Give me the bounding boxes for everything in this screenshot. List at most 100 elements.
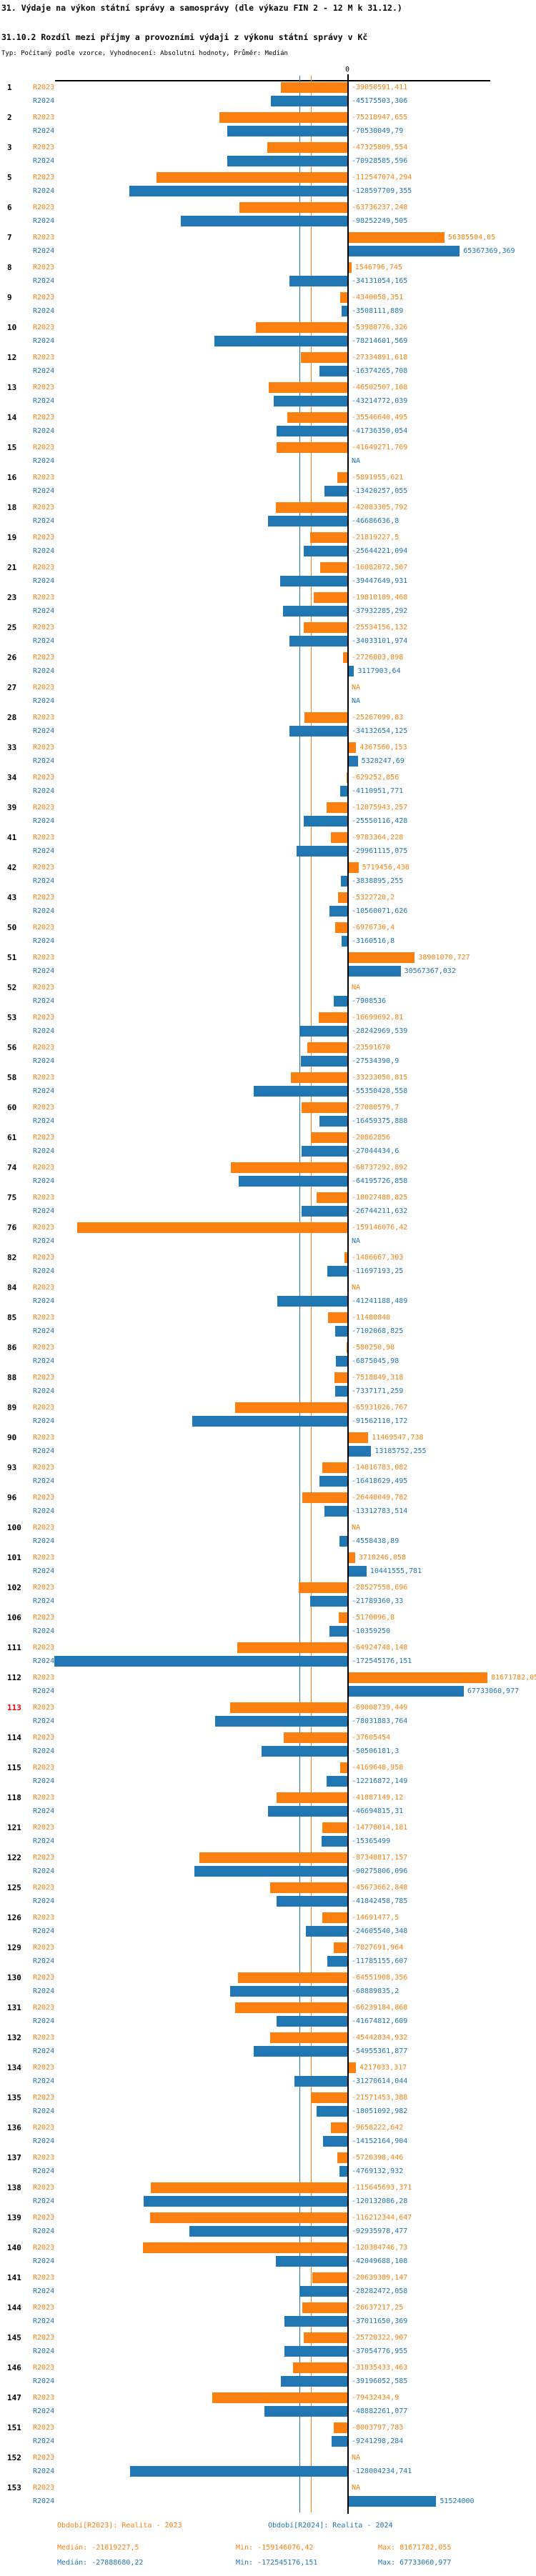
bar-r2024-126 <box>305 1926 347 1937</box>
series-label-r2024: R2024 <box>33 1597 55 1605</box>
bar-r2023-136 <box>331 2122 347 2133</box>
value-label-r2024: -4558438,89 <box>352 1537 399 1545</box>
value-label-r2023: -7827691,964 <box>352 1944 404 1952</box>
bar-r2024-146 <box>280 2376 347 2387</box>
series-label-r2023: R2023 <box>33 714 55 722</box>
series-label-r2024: R2024 <box>33 1177 55 1185</box>
value-label-r2024: -26744211,632 <box>352 1207 408 1215</box>
row-number: 134 <box>7 2063 21 2072</box>
row-number: 51 <box>7 953 17 962</box>
bar-r2024-144 <box>284 2316 347 2327</box>
bar-r2023-101 <box>349 1552 355 1563</box>
bar-r2024-18 <box>268 516 347 526</box>
bar-r2023-10 <box>255 322 347 333</box>
series-label-r2024: R2024 <box>33 1567 55 1575</box>
series-label-r2023: R2023 <box>33 2034 55 2042</box>
value-label-r2023: -11480840 <box>352 1314 391 1322</box>
bar-r2024-34 <box>340 786 347 797</box>
value-label-r2024: -64195726,858 <box>352 1177 408 1185</box>
series-label-r2024: R2024 <box>33 2077 55 2085</box>
series-label-r2023: R2023 <box>33 1704 55 1712</box>
value-label-r2023: -6976730,4 <box>352 924 395 932</box>
row-number: 126 <box>7 1913 21 1922</box>
row-number: 131 <box>7 2003 21 2012</box>
series-label-r2024: R2024 <box>33 2347 55 2355</box>
series-label-r2024: R2024 <box>33 2047 55 2055</box>
bar-r2024-52 <box>334 996 347 1007</box>
row-number: 132 <box>7 2033 21 2042</box>
value-label-r2023: -5322720,2 <box>352 894 395 902</box>
value-label-r2024: -46694815,31 <box>352 1807 404 1815</box>
bar-r2023-58 <box>291 1072 347 1083</box>
series-label-r2024: R2024 <box>33 2137 55 2145</box>
value-label-r2024: -13312783,514 <box>352 1507 408 1515</box>
stat-median-r2024: Medián: -27888680,22 <box>57 2559 144 2567</box>
value-label-r2024: -39447649,931 <box>352 577 408 585</box>
row-number: 136 <box>7 2123 21 2132</box>
value-label-r2024: -4769132,932 <box>352 2167 404 2175</box>
series-label-r2023: R2023 <box>33 84 55 91</box>
bar-r2024-152 <box>129 2466 347 2477</box>
value-label-r2023: -69008739,449 <box>352 1704 408 1712</box>
series-label-r2024: R2024 <box>33 1027 55 1035</box>
series-label-r2024: R2024 <box>33 937 55 945</box>
value-label-r2024: 67733060,977 <box>467 1687 520 1695</box>
series-label-r2023: R2023 <box>33 2334 55 2342</box>
bar-r2024-137 <box>339 2166 347 2177</box>
value-label-r2023: -8003797,783 <box>352 2424 404 2432</box>
bar-r2024-112 <box>349 1686 464 1697</box>
series-label-r2023: R2023 <box>33 1254 55 1262</box>
bar-r2024-51 <box>349 966 401 977</box>
bar-r2023-144 <box>302 2302 347 2313</box>
row-number: 106 <box>7 1613 21 1622</box>
row-number: 141 <box>7 2273 21 2282</box>
series-label-r2024: R2024 <box>33 697 55 705</box>
value-label-r2023: -37605454 <box>352 1734 391 1742</box>
series-label-r2024: R2024 <box>33 997 55 1005</box>
series-label-r2023: R2023 <box>33 384 55 391</box>
series-label-r2023: R2023 <box>33 654 55 662</box>
bar-r2024-129 <box>327 1956 347 1967</box>
bar-r2023-140 <box>143 2242 347 2253</box>
value-label-r2024: -41842458,785 <box>352 1897 408 1905</box>
row-number: 2 <box>7 113 12 122</box>
value-label-r2023: -26637217,25 <box>352 2304 404 2312</box>
bar-r2023-28 <box>304 712 347 723</box>
bar-r2023-39 <box>327 802 347 813</box>
bar-r2023-23 <box>313 592 347 603</box>
row-number: 118 <box>7 1793 21 1802</box>
series-label-r2024: R2024 <box>33 457 55 465</box>
bar-r2024-74 <box>238 1176 347 1187</box>
bar-r2024-14 <box>276 426 347 436</box>
series-label-r2024: R2024 <box>33 1807 55 1815</box>
row-number: 129 <box>7 1943 21 1952</box>
bar-r2023-60 <box>301 1102 347 1113</box>
bar-r2023-2 <box>219 112 347 123</box>
value-label-r2023: -31835433,463 <box>352 2364 408 2372</box>
series-label-r2023: R2023 <box>33 774 55 782</box>
row-number: 60 <box>7 1103 17 1112</box>
value-label-r2023: NA <box>352 2484 361 2492</box>
value-label-r2023: -66239184,868 <box>352 2004 408 2012</box>
row-number: 130 <box>7 1973 21 1982</box>
value-label-r2023: -7518849,318 <box>352 1374 404 1382</box>
row-number: 43 <box>7 893 17 902</box>
value-label-r2024: -24605540,348 <box>352 1927 408 1935</box>
bar-r2024-111 <box>54 1656 347 1667</box>
value-label-r2024: -120132086,28 <box>352 2197 408 2205</box>
series-label-r2023: R2023 <box>33 1734 55 1742</box>
series-label-r2023: R2023 <box>33 2244 55 2252</box>
series-label-r2024: R2024 <box>33 2227 55 2235</box>
series-label-r2024: R2024 <box>33 2107 55 2115</box>
value-label-r2024: -3838895,255 <box>352 877 404 885</box>
value-label-r2024: -31270614,044 <box>352 2077 408 2085</box>
series-label-r2024: R2024 <box>33 1297 55 1305</box>
series-label-r2024: R2024 <box>33 2407 55 2415</box>
series-label-r2024: R2024 <box>33 187 55 195</box>
bar-r2024-1 <box>270 96 347 106</box>
value-label-r2023: -4169648,958 <box>352 1764 404 1772</box>
bar-r2024-122 <box>194 1866 347 1877</box>
series-label-r2024: R2024 <box>33 1657 55 1665</box>
row-number: 34 <box>7 773 17 782</box>
value-label-r2024: -78031883,764 <box>352 1717 408 1725</box>
